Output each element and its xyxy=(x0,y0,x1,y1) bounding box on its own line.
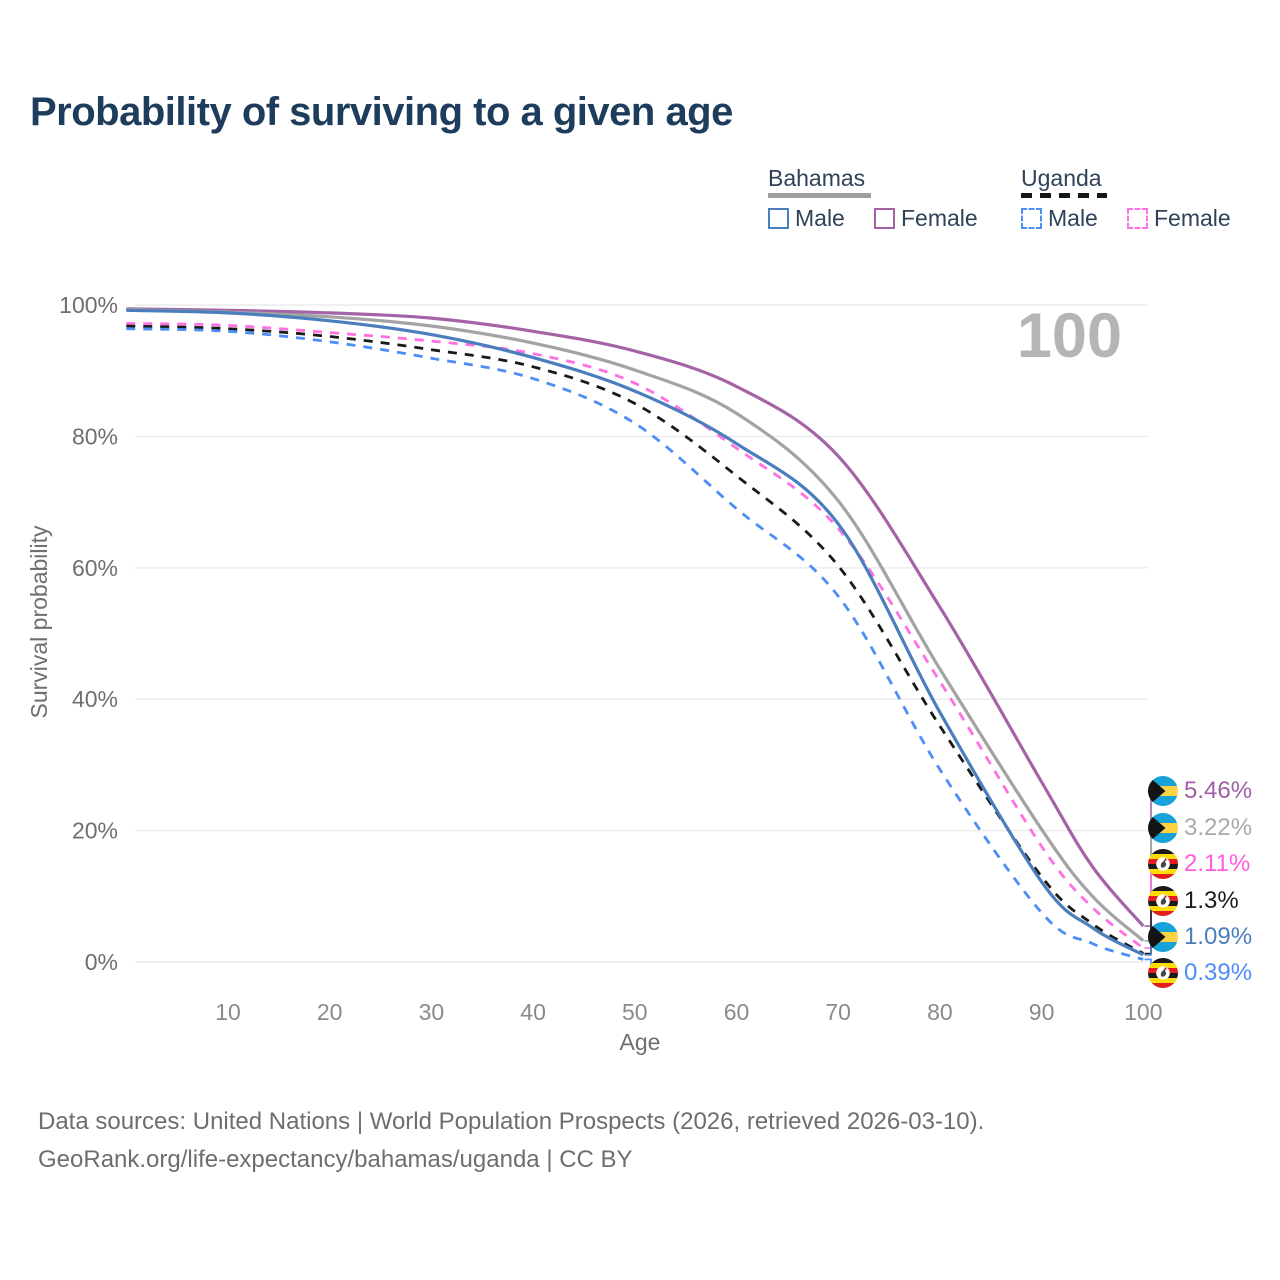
series-line-uganda-female[interactable] xyxy=(126,322,1145,950)
legend-bahamas-line-swatch xyxy=(768,193,871,198)
end-value: 1.09% xyxy=(1184,923,1253,950)
legend-item-uganda-female[interactable]: Female xyxy=(1127,205,1231,232)
uganda-female-swatch-icon xyxy=(1127,208,1148,229)
y-tick-label: 80% xyxy=(72,423,118,449)
x-tick-label: 100 xyxy=(1124,999,1162,1025)
y-axis-title: Survival probability xyxy=(26,525,52,719)
end-value: 1.3% xyxy=(1184,887,1239,914)
legend-group-uganda: Uganda xyxy=(1021,165,1102,191)
end-label-uganda-male: 0.39% xyxy=(1148,957,1252,989)
y-tick-label: 60% xyxy=(72,555,118,581)
y-tick-label: 100% xyxy=(59,292,118,318)
legend-uganda-line-swatch xyxy=(1021,193,1107,198)
bahamas-female-swatch-icon xyxy=(874,208,895,229)
legend-label: Male xyxy=(795,205,845,231)
legend-item-bahamas-male[interactable]: Male xyxy=(768,205,845,232)
bahamas-flag-icon xyxy=(1148,776,1178,806)
x-tick-label: 90 xyxy=(1029,999,1055,1025)
series-line-bahamas-male[interactable] xyxy=(126,308,1145,957)
series-line-bahamas-female[interactable] xyxy=(126,307,1145,928)
end-label-bahamas-male: 1.09% xyxy=(1148,921,1252,953)
x-axis-title: Age xyxy=(620,1029,661,1055)
legend-group-bahamas: Bahamas xyxy=(768,165,866,191)
uganda-male-swatch-icon xyxy=(1021,208,1042,229)
end-value: 3.22% xyxy=(1184,814,1253,841)
series-line-bahamas-both[interactable] xyxy=(126,308,1145,943)
legend-item-uganda-male[interactable]: Male xyxy=(1021,205,1098,232)
series-line-uganda-both[interactable] xyxy=(126,324,1145,955)
y-tick-label: 40% xyxy=(72,686,118,712)
x-tick-label: 80 xyxy=(927,999,953,1025)
legend-item-bahamas-female[interactable]: Female xyxy=(874,205,978,232)
end-value: 5.46% xyxy=(1184,777,1253,804)
bahamas-flag-icon xyxy=(1148,922,1178,952)
x-tick-label: 30 xyxy=(419,999,445,1025)
legend-label: Female xyxy=(901,205,978,231)
x-tick-label: 60 xyxy=(724,999,750,1025)
end-value: 2.11% xyxy=(1184,850,1251,877)
uganda-flag-icon xyxy=(1148,849,1178,879)
bahamas-flag-icon xyxy=(1148,813,1178,843)
hover-age-watermark: 100 xyxy=(1016,301,1122,371)
end-label-uganda-female: 2.11% xyxy=(1148,848,1250,880)
x-tick-label: 40 xyxy=(520,999,546,1025)
x-tick-label: 70 xyxy=(825,999,851,1025)
end-value: 0.39% xyxy=(1184,959,1253,986)
x-tick-label: 20 xyxy=(317,999,343,1025)
attribution-line: GeoRank.org/life-expectancy/bahamas/ugan… xyxy=(38,1146,633,1173)
y-tick-label: 20% xyxy=(72,818,118,844)
legend-label: Male xyxy=(1048,205,1098,231)
x-tick-label: 10 xyxy=(215,999,241,1025)
page-title: Probability of surviving to a given age xyxy=(30,90,733,134)
legend-label: Female xyxy=(1154,205,1231,231)
uganda-flag-icon xyxy=(1148,958,1178,988)
uganda-flag-icon xyxy=(1148,886,1178,916)
series-line-uganda-male[interactable] xyxy=(126,327,1144,961)
end-label-uganda-both: 1.3% xyxy=(1148,885,1239,917)
end-label-bahamas-both: 3.22% xyxy=(1148,812,1252,844)
bahamas-male-swatch-icon xyxy=(768,208,789,229)
y-tick-label: 0% xyxy=(85,949,118,975)
x-tick-label: 50 xyxy=(622,999,648,1025)
data-sources-line: Data sources: United Nations | World Pop… xyxy=(38,1108,985,1135)
end-label-bahamas-female: 5.46% xyxy=(1148,775,1252,807)
